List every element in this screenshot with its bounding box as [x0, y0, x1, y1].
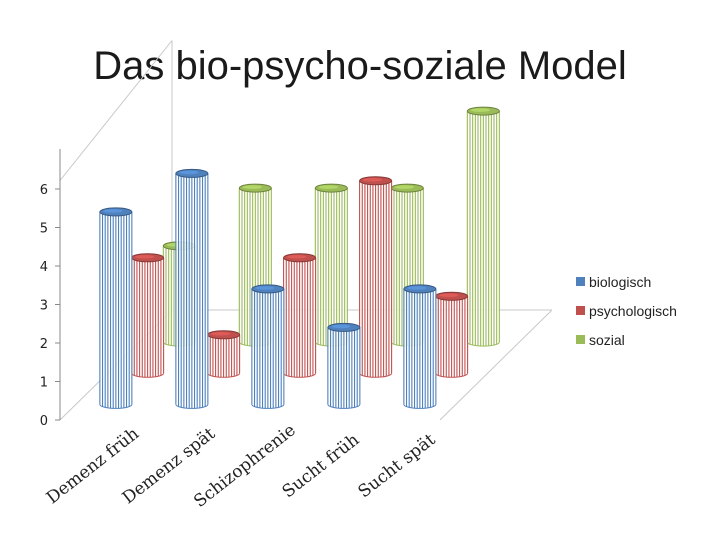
bar	[131, 253, 165, 378]
legend-swatch	[576, 277, 585, 286]
y-tick-label: 2	[40, 337, 48, 352]
y-tick-label: 4	[40, 260, 48, 275]
bar	[327, 322, 361, 409]
y-tick-label: 0	[40, 414, 48, 429]
y-axis: 0 1 2 3 4 5 6	[40, 149, 61, 429]
chart-title: Das bio-psycho-soziale Model	[93, 44, 627, 88]
bar	[283, 253, 317, 378]
bar	[466, 106, 500, 347]
bar	[435, 291, 469, 378]
bar	[175, 168, 209, 409]
y-tick-label: 3	[40, 299, 48, 314]
legend: biologisch psychologisch sozial	[576, 274, 677, 348]
chart-bars	[99, 106, 500, 409]
legend-label: psychologisch	[589, 303, 677, 319]
legend-swatch	[576, 306, 585, 315]
y-tick-label: 1	[40, 376, 48, 391]
legend-label: biologisch	[589, 274, 651, 290]
y-tick-label: 6	[40, 183, 48, 198]
bar	[207, 330, 241, 378]
y-tick-label: 5	[40, 222, 48, 237]
bar	[99, 207, 133, 409]
bar	[359, 176, 393, 378]
bar	[403, 284, 437, 409]
bar	[314, 183, 348, 347]
legend-swatch	[576, 335, 585, 344]
bar	[251, 284, 285, 409]
x-category-label: Sucht spät	[355, 430, 440, 502]
legend-label: sozial	[589, 332, 625, 348]
